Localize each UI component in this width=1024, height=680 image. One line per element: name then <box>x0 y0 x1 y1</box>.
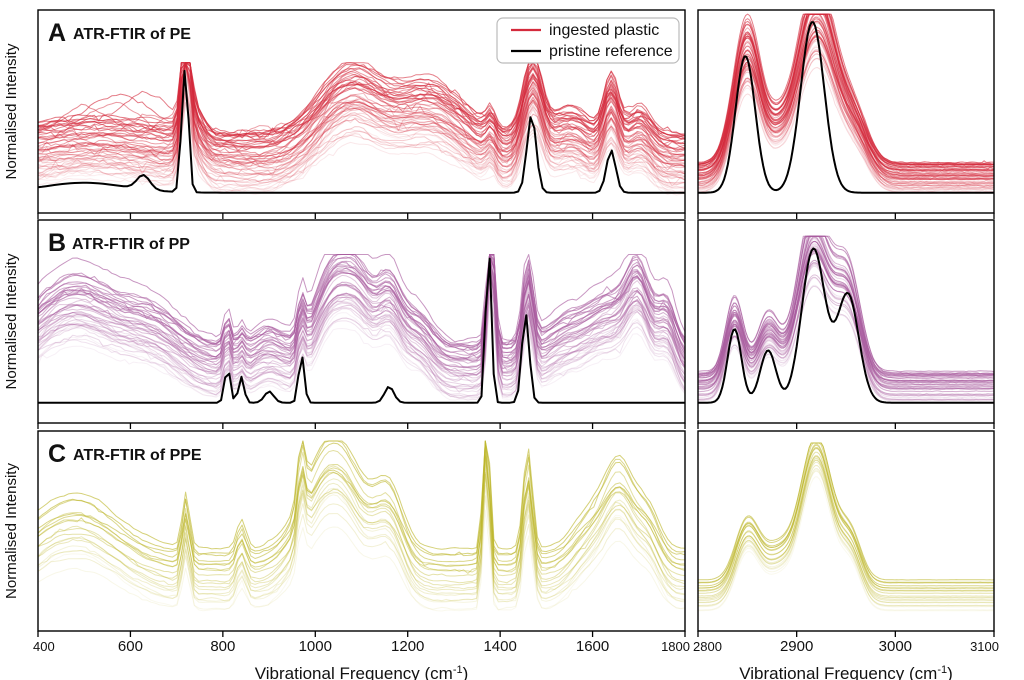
svg-text:ATR-FTIR of PP: ATR-FTIR of PP <box>72 236 190 253</box>
svg-text:Normalised Intensity: Normalised Intensity <box>3 43 20 179</box>
svg-text:400: 400 <box>33 639 55 654</box>
svg-text:1600: 1600 <box>576 638 609 655</box>
svg-text:1200: 1200 <box>391 638 424 655</box>
svg-text:600: 600 <box>118 638 143 655</box>
svg-text:3000: 3000 <box>879 638 912 655</box>
svg-text:ATR-FTIR of PE: ATR-FTIR of PE <box>73 26 191 43</box>
svg-text:800: 800 <box>210 638 235 655</box>
svg-text:A: A <box>48 19 66 47</box>
svg-text:ingested plastic: ingested plastic <box>549 22 659 39</box>
svg-text:2800: 2800 <box>693 639 722 654</box>
svg-text:3100: 3100 <box>970 639 999 654</box>
svg-text:pristine reference: pristine reference <box>549 43 673 60</box>
svg-text:2900: 2900 <box>780 638 813 655</box>
svg-text:Vibrational Frequency (cm-1): Vibrational Frequency (cm-1) <box>255 664 469 680</box>
svg-text:C: C <box>48 440 66 468</box>
svg-text:Vibrational Frequency (cm-1): Vibrational Frequency (cm-1) <box>739 664 953 680</box>
svg-text:1800: 1800 <box>661 639 690 654</box>
svg-text:B: B <box>48 229 66 257</box>
svg-text:Normalised Intensity: Normalised Intensity <box>3 253 20 389</box>
svg-text:ATR-FTIR of PPE: ATR-FTIR of PPE <box>73 447 202 464</box>
svg-text:1000: 1000 <box>299 638 332 655</box>
svg-text:Normalised Intensity: Normalised Intensity <box>3 463 20 599</box>
svg-text:1400: 1400 <box>483 638 516 655</box>
